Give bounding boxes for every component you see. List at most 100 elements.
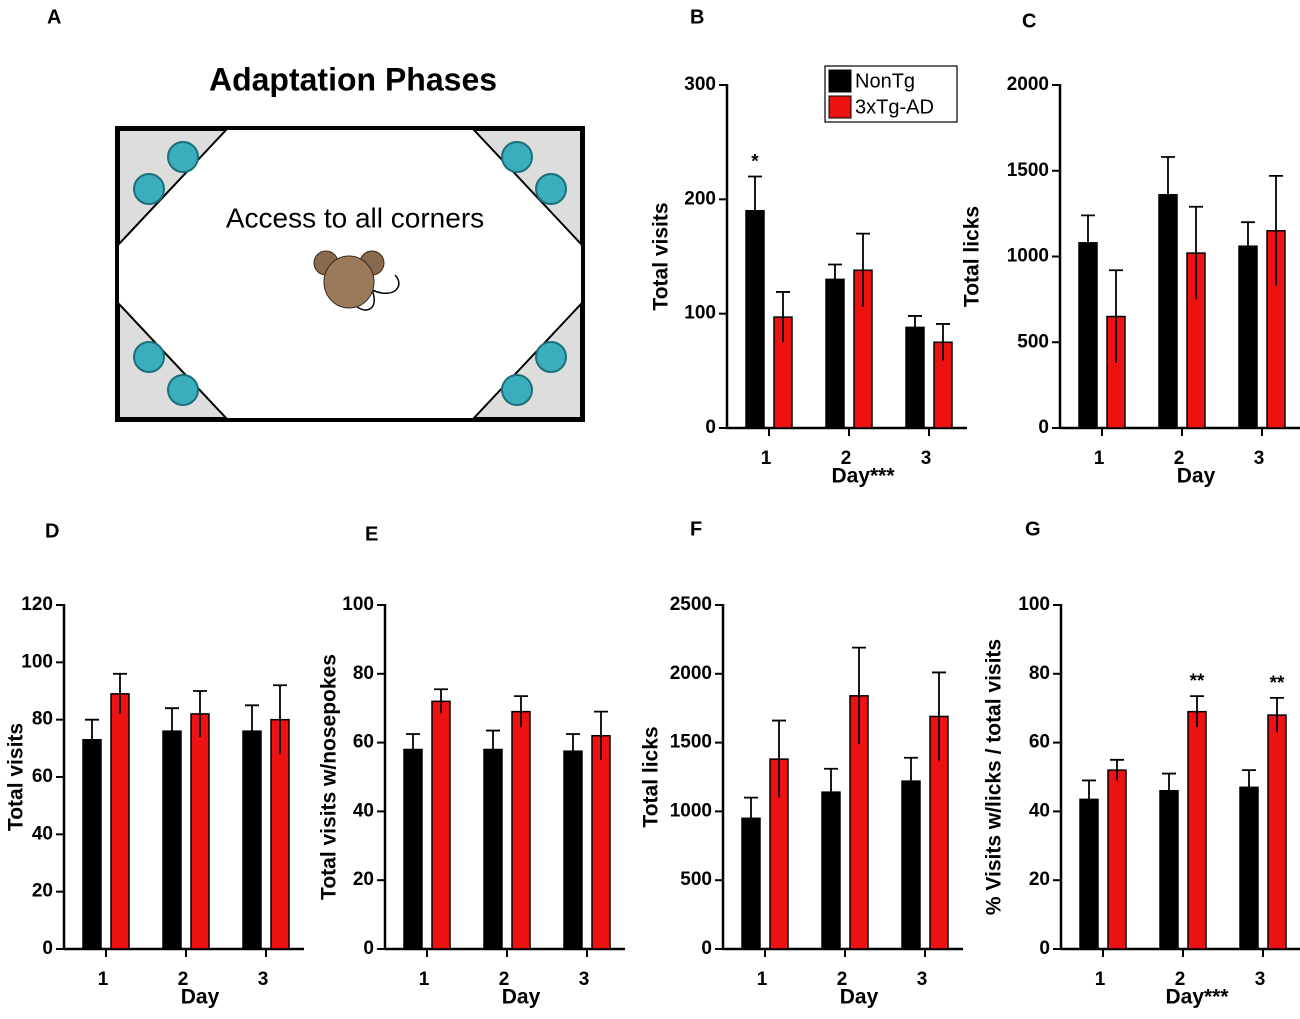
- bottles: [133, 141, 567, 406]
- error-bar: [1109, 269, 1123, 363]
- corner: [471, 129, 582, 247]
- x-axis-label: Day: [1177, 465, 1216, 488]
- x-tick-label: 3: [1255, 969, 1266, 990]
- chart: D Total visits Day 0 20 40 60 80 100 120 1 2 3: [5, 520, 304, 1009]
- error-bar: [744, 796, 758, 839]
- error-bar: [486, 729, 500, 769]
- chart: E Total visits w/nosepokes Day 0 20 40 60 80 100…: [318, 523, 625, 1009]
- error-bar: [113, 672, 127, 714]
- bar: [1187, 710, 1207, 950]
- y-tick-label: 0: [701, 938, 712, 959]
- x-tick-label: 3: [917, 969, 928, 990]
- corner: [118, 301, 229, 419]
- x-axis-label: Day***: [831, 465, 895, 488]
- y-tick-label: 100: [684, 303, 716, 324]
- significance: **: [1190, 671, 1205, 692]
- y-tick-label: 80: [1029, 663, 1050, 684]
- x-tick-label: 3: [1254, 448, 1265, 469]
- y-tick-label: 0: [363, 938, 374, 959]
- bar: [1239, 786, 1259, 950]
- y-tick-label: 100: [1018, 594, 1050, 615]
- bar: [82, 738, 102, 950]
- x-tick-label: 2: [1175, 969, 1186, 990]
- error-bar: [852, 646, 866, 744]
- y-tick-label: 1000: [1007, 246, 1049, 267]
- y-tick-label: 1500: [1007, 160, 1049, 181]
- bar: [162, 730, 182, 950]
- diagram-title: Adaptation Phases: [209, 61, 497, 97]
- error-bar: [1162, 772, 1176, 808]
- x-tick-label: 1: [1095, 969, 1106, 990]
- bar: [901, 780, 921, 950]
- error-bar: [1242, 769, 1256, 805]
- significance: **: [1270, 673, 1285, 694]
- bar: [242, 730, 262, 950]
- error-bar: [1082, 779, 1096, 819]
- error-bar: [828, 263, 842, 295]
- panel-a: A Adaptation Phases Access to all corner…: [47, 6, 585, 422]
- error-bar: [904, 756, 918, 805]
- x-axis-label: Day: [840, 986, 879, 1009]
- bar: [110, 693, 130, 950]
- y-tick-label: 60: [353, 732, 374, 753]
- error-bar: [165, 707, 179, 755]
- y-axis-label: Total licks: [640, 726, 663, 827]
- legend-swatch: [828, 69, 852, 93]
- panel-letter: D: [45, 520, 59, 542]
- error-bar: [193, 690, 207, 737]
- panel-letter: A: [47, 6, 61, 28]
- y-tick-label: 20: [32, 881, 53, 902]
- y-tick-label: 20: [1029, 869, 1050, 890]
- x-tick-label: 2: [841, 448, 852, 469]
- y-tick-label: 40: [32, 823, 53, 844]
- error-bar: [856, 232, 870, 307]
- error-bar: [85, 718, 99, 760]
- chart: G % Visits w/licks / total visits Day*** 0 2…: [983, 518, 1300, 1009]
- x-tick-label: 1: [98, 969, 109, 990]
- error-bar: [273, 684, 287, 755]
- error-bar: [908, 315, 922, 339]
- bar: [190, 713, 210, 950]
- x-tick-label: 3: [579, 969, 590, 990]
- corner: [471, 301, 582, 419]
- y-tick-label: 0: [1038, 417, 1049, 438]
- y-axis-label: Total visits: [650, 202, 673, 310]
- error-bar: [932, 671, 946, 761]
- bar: [1267, 714, 1287, 950]
- chart: C Total licks Day 0 500 1000 1500 2000 1 2 3: [961, 10, 1300, 488]
- error-bar: [406, 733, 420, 765]
- error-bar: [1161, 156, 1175, 233]
- x-tick-label: 2: [1174, 448, 1185, 469]
- bar: [591, 734, 611, 950]
- bar: [431, 700, 451, 950]
- y-axis-label: Total visits w/nosepokes: [318, 654, 341, 900]
- legend-label: 3xTg-AD: [855, 96, 934, 118]
- y-tick-label: 300: [684, 74, 716, 95]
- y-tick-label: 500: [680, 869, 712, 890]
- error-bar: [748, 175, 762, 246]
- error-bar: [772, 719, 786, 798]
- mouse: [313, 250, 400, 311]
- bar: [1078, 242, 1098, 429]
- significance: *: [751, 151, 759, 172]
- y-tick-label: 0: [1039, 938, 1050, 959]
- bar: [1107, 769, 1127, 950]
- legend-swatch: [828, 95, 852, 119]
- bar: [483, 748, 503, 950]
- x-axis-label: Day***: [1165, 986, 1229, 1009]
- bar: [1238, 245, 1258, 429]
- x-tick-label: 1: [761, 448, 772, 469]
- bar: [270, 718, 290, 950]
- panel-letter: C: [1022, 10, 1036, 32]
- error-bar: [936, 323, 950, 361]
- x-axis-label: Day: [181, 986, 220, 1009]
- y-tick-label: 1000: [670, 800, 712, 821]
- y-tick-label: 60: [32, 766, 53, 787]
- chart: B Total visits Day*** 0 100 200 300 1 2 3 * NonTg 3x…: [650, 6, 967, 488]
- panel-letter: E: [365, 523, 378, 545]
- y-axis-label: Total licks: [961, 206, 984, 307]
- error-bar: [1110, 758, 1124, 781]
- bar: [825, 278, 845, 429]
- x-tick-label: 1: [757, 969, 768, 990]
- diagram-text: Access to all corners: [226, 202, 484, 233]
